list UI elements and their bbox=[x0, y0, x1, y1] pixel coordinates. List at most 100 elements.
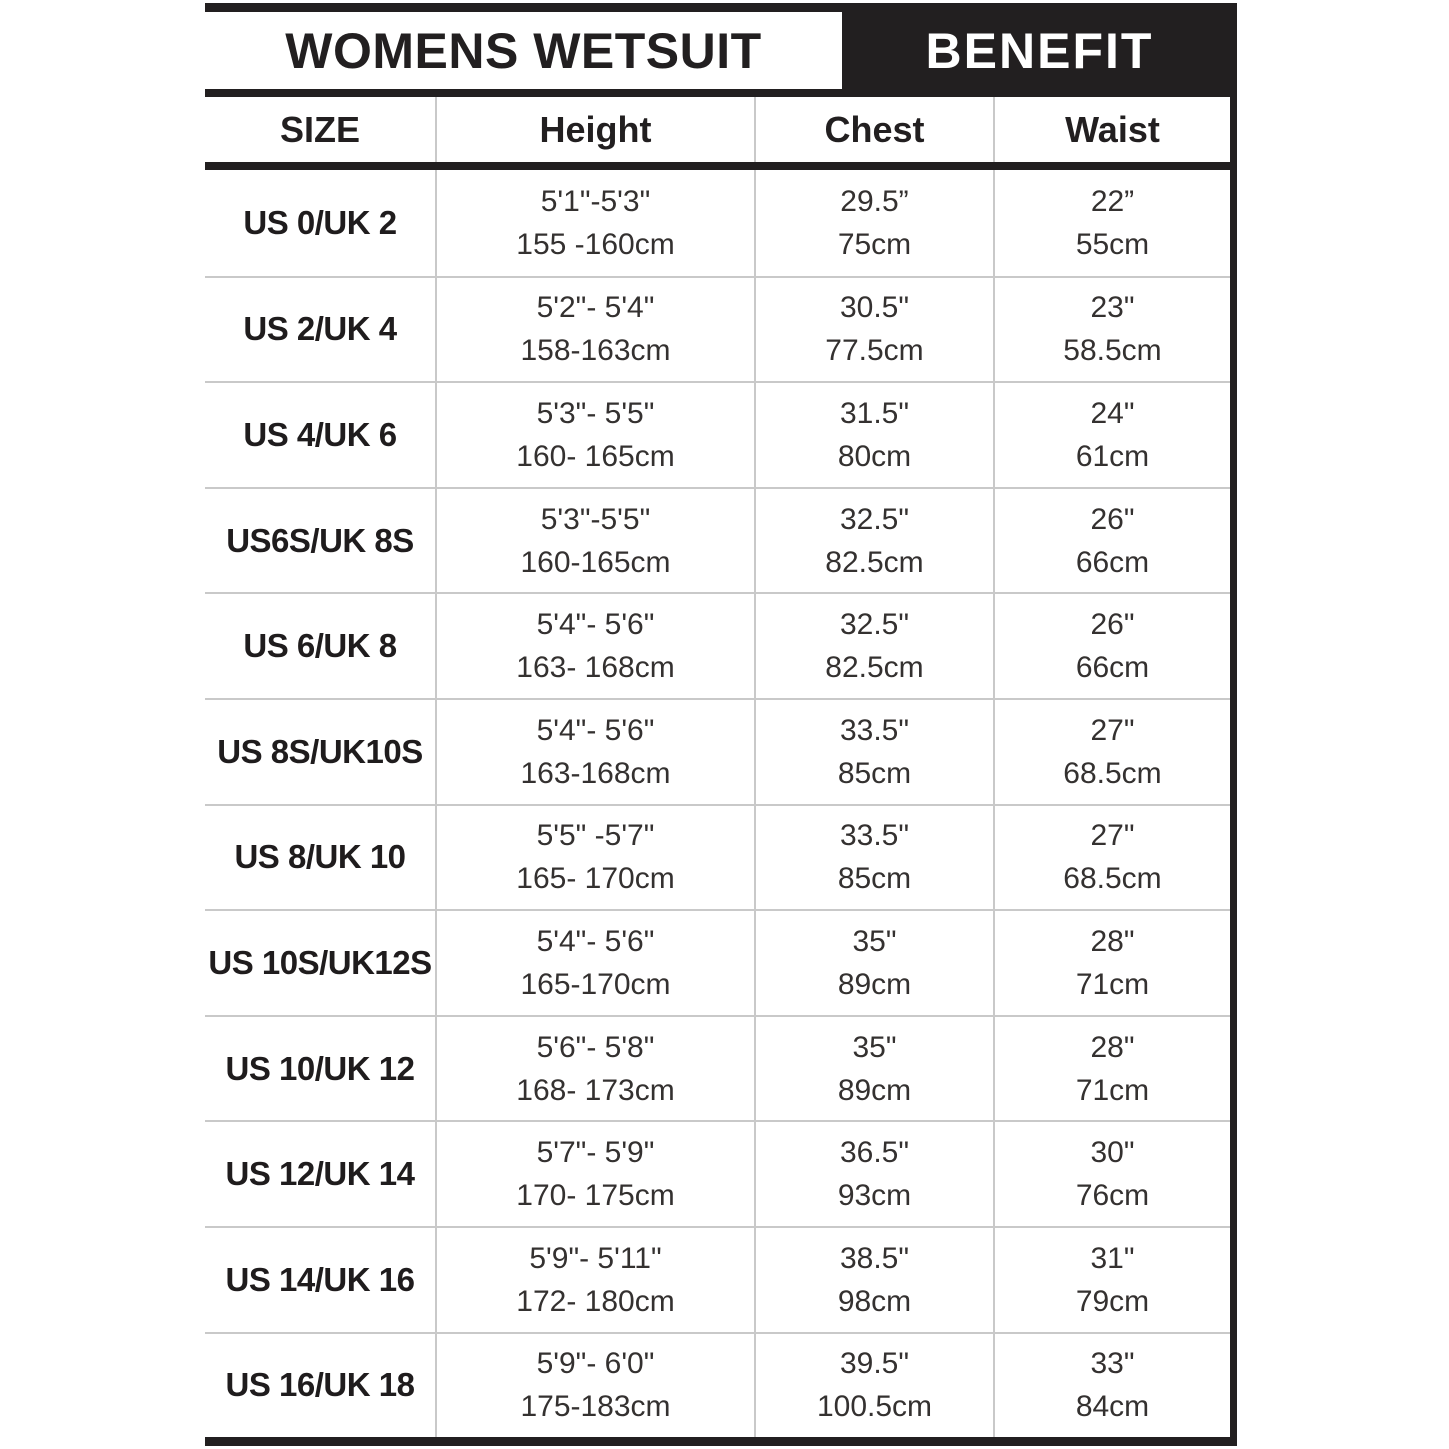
table-row: US 14/UK 16 5'9"- 5'11" 172- 180cm 38.5" 98c… bbox=[205, 1225, 1230, 1332]
height-inches-value: 5'2"- 5'4" bbox=[536, 291, 655, 325]
height-cm-value: 163- 168cm bbox=[516, 651, 675, 685]
table-row: US 2/UK 4 5'2"- 5'4" 158-163cm 30.5" 77.5cm 2… bbox=[205, 275, 1230, 382]
chest-inches-value: 29.5” bbox=[840, 184, 909, 218]
chest-inches-value: 35" bbox=[852, 1030, 897, 1064]
height-inches-value: 5'9"- 5'11" bbox=[529, 1241, 662, 1275]
chest-cm-value: 82.5cm bbox=[825, 545, 924, 579]
waist-cell: 28" 71cm bbox=[993, 1016, 1230, 1121]
waist-cell: 31" 79cm bbox=[993, 1227, 1230, 1332]
waist-cell: 22” 55cm bbox=[993, 170, 1230, 276]
height-cm-value: 175-183cm bbox=[520, 1390, 671, 1424]
chest-cell: 32.5" 82.5cm bbox=[754, 594, 993, 698]
size-cell: US 4/UK 6 bbox=[205, 383, 435, 487]
waist-inches-value: 26" bbox=[1090, 502, 1135, 536]
waist-cell: 26" 66cm bbox=[993, 488, 1230, 593]
height-cm-value: 170- 175cm bbox=[516, 1179, 675, 1213]
height-cm-value: 165-170cm bbox=[520, 967, 671, 1001]
waist-cm-value: 76cm bbox=[1075, 1179, 1150, 1213]
waist-inches-value: 27" bbox=[1090, 819, 1135, 853]
table-row: US 0/UK 2 5'1"-5'3" 155 -160cm 29.5” 75cm 22”… bbox=[205, 170, 1230, 276]
size-value: US 14/UK 16 bbox=[225, 1260, 415, 1298]
size-cell: US 8S/UK10S bbox=[205, 700, 435, 804]
chest-inches-value: 32.5" bbox=[839, 502, 910, 536]
waist-inches-value: 26" bbox=[1090, 608, 1135, 642]
waist-cm-value: 79cm bbox=[1075, 1284, 1150, 1318]
height-cell: 5'9"- 5'11" 172- 180cm bbox=[435, 1227, 754, 1332]
chest-cell: 35" 89cm bbox=[754, 1016, 993, 1121]
height-inches-value: 5'7"- 5'9" bbox=[536, 1136, 655, 1170]
size-value: US 6/UK 8 bbox=[243, 627, 397, 665]
height-cell: 5'9"- 6'0" 175-183cm bbox=[435, 1333, 754, 1438]
bottom-bar bbox=[205, 1437, 1237, 1447]
height-cm-value: 158-163cm bbox=[520, 334, 671, 368]
chest-inches-value: 38.5" bbox=[839, 1241, 910, 1275]
chest-inches-value: 33.5" bbox=[839, 713, 910, 747]
column-header-height: Height bbox=[435, 97, 754, 162]
waist-cm-value: 58.5cm bbox=[1063, 334, 1162, 368]
height-inches-value: 5'3"- 5'5" bbox=[536, 396, 655, 430]
waist-cell: 27" 68.5cm bbox=[993, 805, 1230, 910]
waist-inches-value: 28" bbox=[1090, 1030, 1135, 1064]
chest-inches-value: 30.5" bbox=[839, 291, 910, 325]
waist-cm-value: 71cm bbox=[1075, 1073, 1150, 1107]
chest-cell: 33.5" 85cm bbox=[754, 699, 993, 804]
size-value: US 8S/UK10S bbox=[217, 732, 423, 770]
waist-cell: 30" 76cm bbox=[993, 1122, 1230, 1226]
waist-inches-value: 31" bbox=[1090, 1241, 1135, 1275]
chest-cm-value: 75cm bbox=[837, 227, 912, 261]
table-row: US 6/UK 8 5'4"- 5'6" 163- 168cm 32.5" 82.5cm… bbox=[205, 592, 1230, 698]
height-cm-value: 168- 173cm bbox=[516, 1073, 675, 1107]
waist-cell: 28" 71cm bbox=[993, 911, 1230, 1015]
header-divider-bar bbox=[205, 162, 1230, 170]
size-value: US 10/UK 12 bbox=[225, 1049, 415, 1087]
waist-cm-value: 66cm bbox=[1075, 651, 1150, 685]
height-cell: 5'3"-5'5" 160-165cm bbox=[435, 488, 754, 593]
waist-inches-value: 22” bbox=[1090, 184, 1135, 218]
size-cell: US 10/UK 12 bbox=[205, 1017, 435, 1121]
height-cm-value: 160- 165cm bbox=[516, 439, 675, 473]
waist-cell: 23" 58.5cm bbox=[993, 277, 1230, 382]
waist-inches-value: 24" bbox=[1090, 396, 1135, 430]
size-cell: US 0/UK 2 bbox=[205, 170, 435, 276]
height-cm-value: 155 -160cm bbox=[516, 227, 675, 261]
waist-inches-value: 23" bbox=[1090, 291, 1135, 325]
chest-inches-value: 33.5" bbox=[839, 819, 910, 853]
product-title: WOMENS WETSUIT bbox=[205, 12, 842, 89]
chest-cell: 36.5" 93cm bbox=[754, 1122, 993, 1226]
chest-cell: 29.5” 75cm bbox=[754, 170, 993, 276]
waist-cell: 27" 68.5cm bbox=[993, 699, 1230, 804]
waist-cm-value: 84cm bbox=[1075, 1390, 1150, 1424]
height-cm-value: 165- 170cm bbox=[516, 862, 675, 896]
size-cell: US 2/UK 4 bbox=[205, 278, 435, 382]
chest-cm-value: 77.5cm bbox=[825, 334, 924, 368]
size-cell: US 6/UK 8 bbox=[205, 594, 435, 698]
height-cell: 5'2"- 5'4" 158-163cm bbox=[435, 277, 754, 382]
chest-cm-value: 100.5cm bbox=[816, 1390, 933, 1424]
chest-cm-value: 89cm bbox=[837, 1073, 912, 1107]
height-inches-value: 5'1"-5'3" bbox=[540, 184, 651, 218]
brand-title: BENEFIT bbox=[842, 12, 1237, 89]
chest-cm-value: 85cm bbox=[837, 862, 912, 896]
chest-cell: 30.5" 77.5cm bbox=[754, 277, 993, 382]
chest-inches-value: 31.5" bbox=[839, 396, 910, 430]
table-body: US 0/UK 2 5'1"-5'3" 155 -160cm 29.5” 75cm 22”… bbox=[205, 170, 1230, 1438]
height-inches-value: 5'3"-5'5" bbox=[540, 502, 651, 536]
height-cell: 5'6"- 5'8" 168- 173cm bbox=[435, 1016, 754, 1121]
chest-cm-value: 80cm bbox=[837, 439, 912, 473]
table-row: US 12/UK 14 5'7"- 5'9" 170- 175cm 36.5" 93cm… bbox=[205, 1120, 1230, 1226]
size-value: US 0/UK 2 bbox=[243, 203, 397, 241]
height-cell: 5'3"- 5'5" 160- 165cm bbox=[435, 383, 754, 487]
size-cell: US 16/UK 18 bbox=[205, 1334, 435, 1438]
height-cell: 5'1"-5'3" 155 -160cm bbox=[435, 170, 754, 276]
height-cell: 5'4"- 5'6" 165-170cm bbox=[435, 911, 754, 1015]
column-header-chest: Chest bbox=[754, 97, 993, 162]
size-cell: US 14/UK 16 bbox=[205, 1228, 435, 1332]
table-row: US 8S/UK10S 5'4"- 5'6" 163-168cm 33.5" 85cm 2… bbox=[205, 697, 1230, 804]
chest-cell: 38.5" 98cm bbox=[754, 1227, 993, 1332]
height-inches-value: 5'5" -5'7" bbox=[536, 819, 655, 853]
table-row: US 16/UK 18 5'9"- 6'0" 175-183cm 39.5" 100.5… bbox=[205, 1331, 1230, 1438]
table-row: US 10S/UK12S 5'4"- 5'6" 165-170cm 35" 89cm 28… bbox=[205, 909, 1230, 1015]
size-value: US 16/UK 18 bbox=[225, 1366, 415, 1404]
chest-cm-value: 98cm bbox=[837, 1284, 912, 1318]
size-cell: US 8/UK 10 bbox=[205, 806, 435, 910]
